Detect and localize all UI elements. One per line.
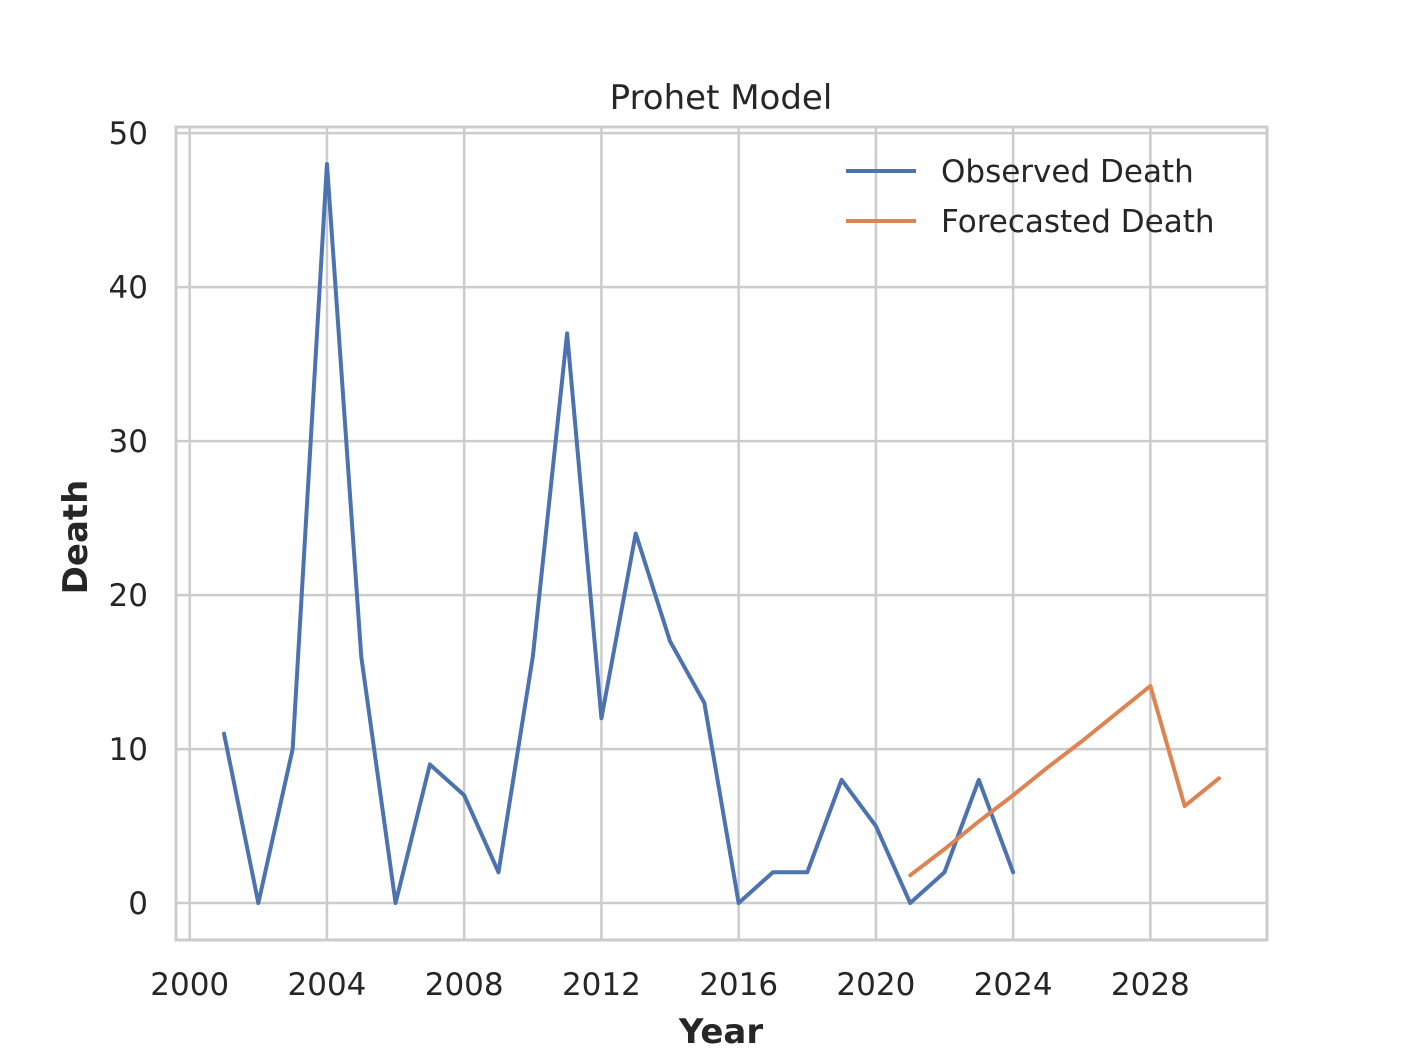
legend: Observed Death Forecasted Death: [846, 154, 1215, 240]
x-tick-label: 2008: [425, 967, 504, 1003]
x-tick-label: 2004: [288, 967, 367, 1003]
y-axis-label: Death: [56, 480, 96, 595]
x-tick-label: 2028: [1111, 967, 1190, 1003]
x-tick-label: 2012: [562, 967, 641, 1003]
observed-death-line: [222, 161, 1016, 906]
grid: [176, 127, 1267, 940]
tick-labels: 2000 2004 2008 2012 2016 2020 2024 2028 0 10 20 30 4…: [109, 116, 1190, 1003]
x-tick-label: 2000: [150, 967, 229, 1003]
series-layer: [222, 161, 1221, 906]
x-tick-label: 2016: [699, 967, 778, 1003]
forecasted-death-line: [908, 683, 1221, 878]
y-tick-label: 50: [109, 116, 148, 152]
x-tick-label: 2024: [974, 967, 1053, 1003]
legend-label-forecasted: Forecasted Death: [941, 204, 1215, 240]
x-tick-label: 2020: [836, 967, 915, 1003]
y-tick-label: 30: [109, 424, 148, 460]
x-axis-label: Year: [678, 1012, 764, 1052]
y-tick-label: 10: [109, 732, 148, 768]
y-tick-label: 0: [128, 886, 148, 922]
legend-label-observed: Observed Death: [941, 154, 1194, 190]
plot-frame: [174, 125, 1269, 942]
chart-title: Prohet Model: [610, 78, 833, 118]
y-tick-label: 40: [109, 270, 148, 306]
y-tick-label: 20: [109, 578, 148, 614]
